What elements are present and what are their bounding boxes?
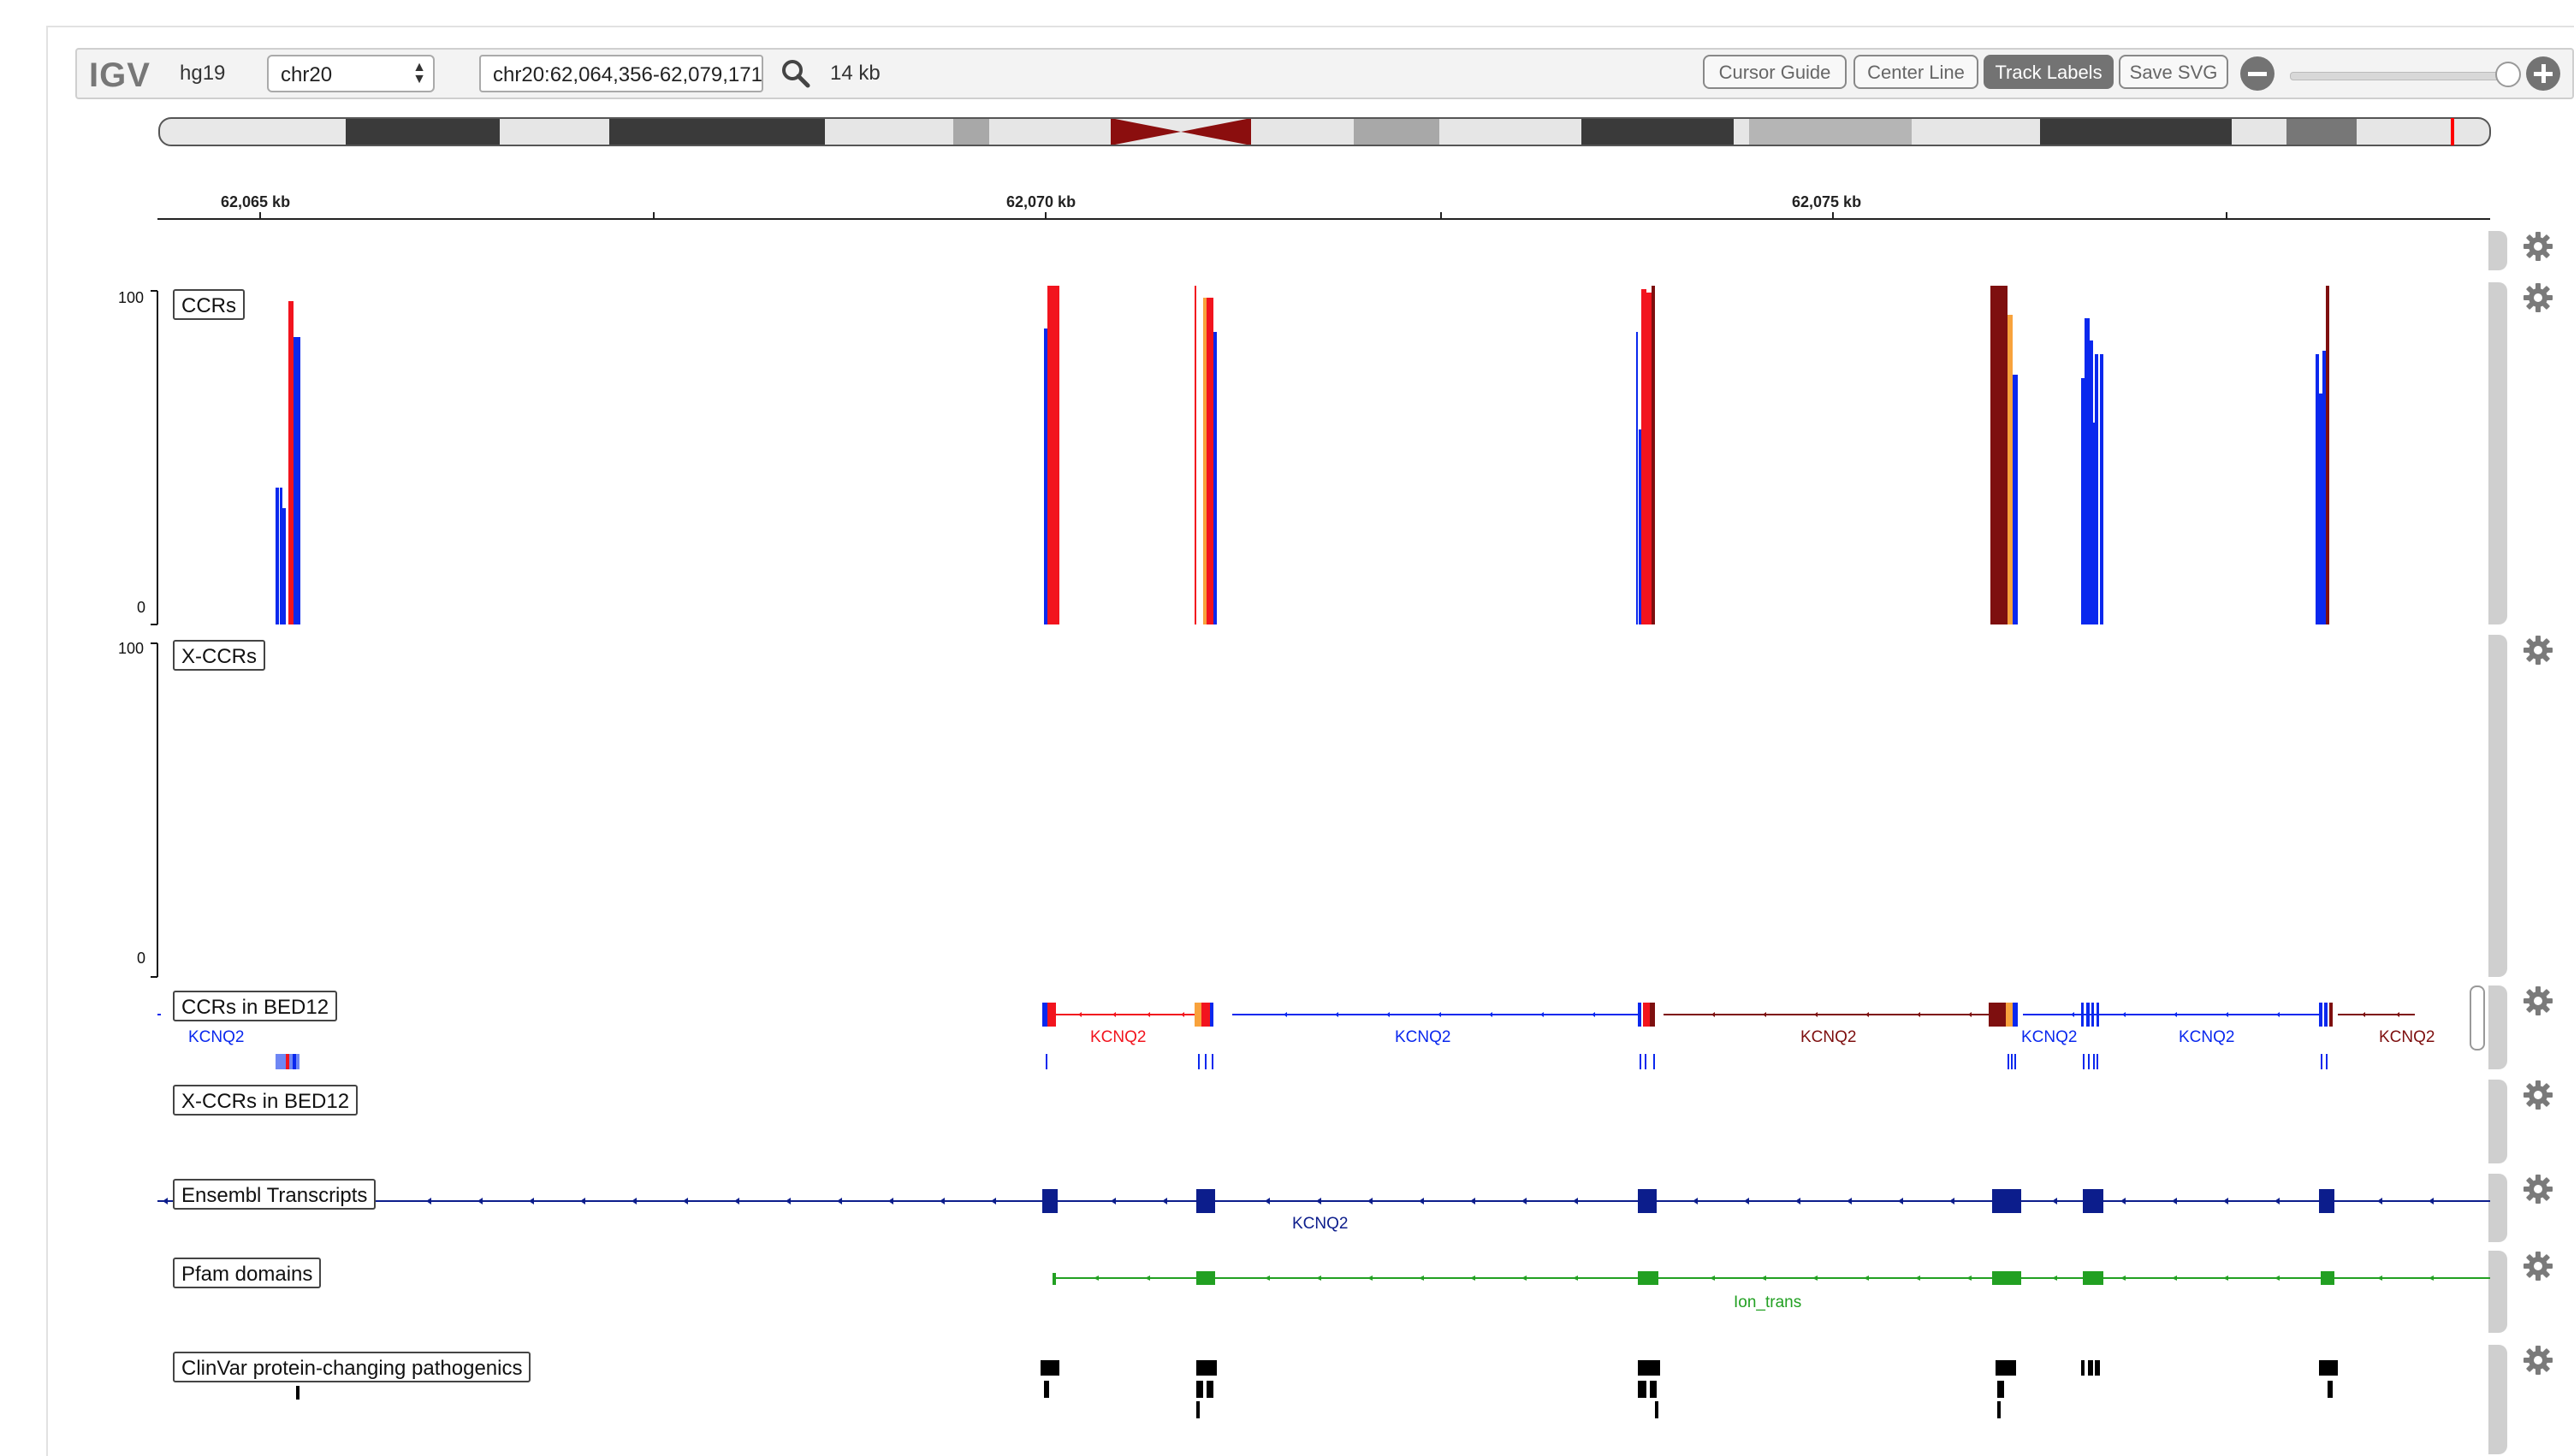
window-width-label: 14 kb bbox=[830, 62, 881, 85]
gear-icon[interactable] bbox=[2523, 1174, 2553, 1204]
track-scrollbar[interactable] bbox=[2488, 1080, 2507, 1163]
feature-label: Ion_trans bbox=[1734, 1293, 1802, 1311]
track-label-ccrs[interactable]: CCRs bbox=[173, 289, 245, 320]
cursor-guide-button[interactable]: Cursor Guide bbox=[1703, 55, 1847, 89]
gear-icon[interactable] bbox=[2523, 985, 2553, 1016]
gear-icon[interactable] bbox=[2523, 1345, 2553, 1376]
search-icon[interactable] bbox=[780, 58, 811, 89]
chromosome-select[interactable]: chr20 ▲ ▼ bbox=[267, 55, 435, 92]
zoom-slider[interactable] bbox=[2290, 72, 2506, 80]
track-scrollbar[interactable] bbox=[2488, 1345, 2507, 1454]
igv-app bbox=[46, 26, 2574, 1456]
chromosome-select-value: chr20 bbox=[281, 63, 333, 86]
feature-label: KCNQ2 bbox=[1800, 1028, 1857, 1046]
zoom-slider-handle[interactable] bbox=[2495, 62, 2521, 87]
feature-label: KCNQ2 bbox=[188, 1028, 245, 1046]
save-svg-button[interactable]: Save SVG bbox=[2119, 55, 2228, 89]
track-label-clinvar[interactable]: ClinVar protein-changing pathogenics bbox=[173, 1352, 531, 1382]
track-labels-button[interactable]: Track Labels bbox=[1984, 55, 2114, 89]
clinvar-track[interactable] bbox=[157, 1355, 2492, 1423]
zoom-in-icon[interactable] bbox=[2526, 56, 2560, 91]
feature-label: KCNQ2 bbox=[2179, 1028, 2235, 1046]
gear-icon[interactable] bbox=[2523, 282, 2553, 313]
ruler bbox=[157, 212, 2490, 220]
track-label-pfam[interactable]: Pfam domains bbox=[173, 1258, 322, 1288]
track-label-xccrs[interactable]: X-CCRs bbox=[173, 640, 265, 671]
track-scrollbar[interactable] bbox=[2488, 231, 2507, 270]
ccrs-bed12-track[interactable] bbox=[157, 984, 2468, 1078]
track-scrollbar[interactable] bbox=[2488, 1251, 2507, 1333]
track-scrollbar[interactable] bbox=[2488, 1174, 2507, 1242]
feature-label: KCNQ2 bbox=[1395, 1028, 1451, 1046]
xccrs-track[interactable] bbox=[149, 638, 183, 980]
center-line-button[interactable]: Center Line bbox=[1853, 55, 1978, 89]
ccrs-track[interactable] bbox=[149, 286, 2485, 628]
feature-label: KCNQ2 bbox=[1090, 1028, 1147, 1046]
gear-icon[interactable] bbox=[2523, 635, 2553, 666]
track-scroll-handle[interactable] bbox=[2470, 985, 2485, 1051]
pfam-domains-track[interactable] bbox=[157, 1268, 2492, 1293]
current-region-marker bbox=[2451, 118, 2454, 145]
zoom-out-icon[interactable] bbox=[2240, 56, 2274, 91]
feature-label: KCNQ2 bbox=[1292, 1215, 1349, 1233]
gear-icon[interactable] bbox=[2523, 1251, 2553, 1281]
ccrs-axis-max: 100 bbox=[118, 289, 145, 306]
track-scrollbar[interactable] bbox=[2488, 985, 2507, 1069]
ccrs-axis-min: 0 bbox=[137, 599, 146, 616]
xccrs-axis-max: 100 bbox=[118, 640, 145, 657]
chromosome-ideogram[interactable] bbox=[157, 116, 2492, 147]
ruler-tick-label: 62,070 kb bbox=[1006, 193, 1076, 210]
locus-search-input[interactable]: chr20:62,064,356-62,079,171 bbox=[479, 55, 763, 92]
track-label-xccrs-bed12[interactable]: X-CCRs in BED12 bbox=[173, 1085, 359, 1116]
chevron-updown-icon: ▲ ▼ bbox=[412, 60, 426, 86]
gear-icon[interactable] bbox=[2523, 1080, 2553, 1110]
xccrs-axis-min: 0 bbox=[137, 950, 146, 967]
ruler-tick-label: 62,075 kb bbox=[1792, 193, 1862, 210]
feature-label: KCNQ2 bbox=[2379, 1028, 2435, 1046]
genome-label[interactable]: hg19 bbox=[180, 62, 226, 85]
ruler-tick-label: 62,065 kb bbox=[221, 193, 291, 210]
track-label-ccrs-bed12[interactable]: CCRs in BED12 bbox=[173, 991, 338, 1021]
track-label-ensembl[interactable]: Ensembl Transcripts bbox=[173, 1179, 377, 1210]
gear-icon[interactable] bbox=[2523, 231, 2553, 262]
igv-navbar: IGV hg19 chr20 ▲ ▼ chr20:62,064,356-62,07… bbox=[75, 48, 2574, 99]
track-scrollbar[interactable] bbox=[2488, 282, 2507, 624]
track-scrollbar[interactable] bbox=[2488, 635, 2507, 977]
ensembl-transcripts-track[interactable] bbox=[157, 1182, 2492, 1216]
igv-logo: IGV bbox=[89, 56, 151, 94]
feature-label: KCNQ2 bbox=[2021, 1028, 2078, 1046]
